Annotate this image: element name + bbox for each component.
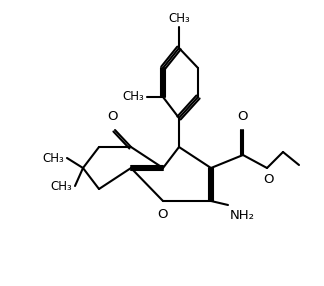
Text: O: O	[158, 208, 168, 221]
Text: CH₃: CH₃	[42, 152, 64, 164]
Text: O: O	[108, 110, 118, 123]
Text: CH₃: CH₃	[168, 12, 190, 25]
Text: NH₂: NH₂	[230, 209, 255, 222]
Text: CH₃: CH₃	[122, 90, 144, 104]
Text: O: O	[263, 173, 273, 186]
Text: O: O	[238, 110, 248, 123]
Text: CH₃: CH₃	[50, 180, 72, 192]
